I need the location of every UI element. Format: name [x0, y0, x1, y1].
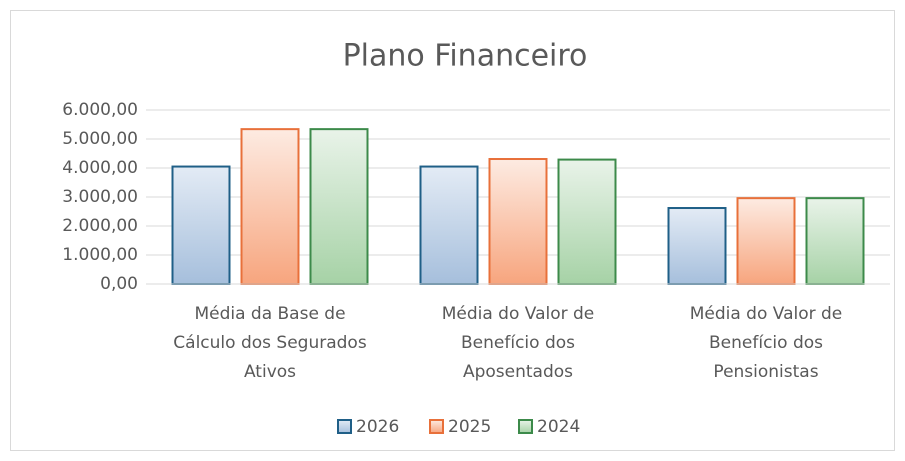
legend-swatch	[429, 419, 444, 434]
bar	[309, 128, 369, 285]
y-tick-label: 0,00	[100, 274, 138, 294]
y-tick-label: 2.000,00	[62, 216, 138, 236]
bar	[805, 197, 865, 285]
y-tick-label: 1.000,00	[62, 245, 138, 265]
y-tick-label: 3.000,00	[62, 187, 138, 207]
legend-swatch	[337, 419, 352, 434]
bar	[419, 165, 479, 285]
legend-swatch	[518, 419, 533, 434]
bar	[557, 158, 617, 285]
bar	[488, 158, 548, 285]
x-tick-label: Média do Valor de Benefício dos Aposentado…	[442, 304, 595, 382]
x-tick-label: Média da Base de Cálculo dos Segurados Ati…	[173, 304, 367, 382]
chart-title: Plano Financeiro	[343, 39, 588, 74]
legend-label: 2024	[537, 417, 580, 437]
bar	[171, 165, 231, 285]
legend-label: 2025	[448, 417, 491, 437]
x-tick-label: Média do Valor de Benefício dos Pensionist…	[690, 304, 843, 382]
bar	[667, 207, 727, 286]
bar	[240, 128, 300, 285]
legend-label: 2026	[356, 417, 399, 437]
bar	[736, 197, 796, 285]
y-tick-label: 6.000,00	[62, 100, 138, 120]
y-tick-label: 5.000,00	[62, 129, 138, 149]
y-tick-label: 4.000,00	[62, 158, 138, 178]
